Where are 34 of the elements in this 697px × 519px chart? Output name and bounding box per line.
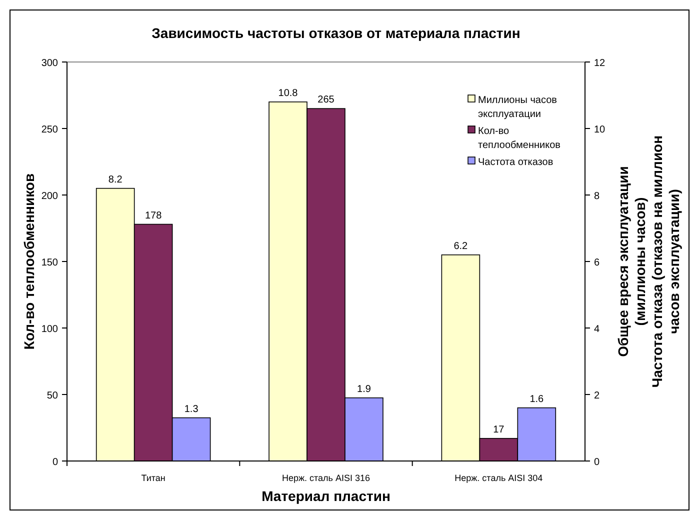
data-label: 1.3 <box>184 404 199 415</box>
legend-label: Частота отказов <box>478 157 554 168</box>
y2-tick-label: 8 <box>594 191 600 202</box>
y-tick-label: 150 <box>41 258 58 268</box>
data-label: 10.8 <box>278 88 298 99</box>
legend-label: Кол-во теплообменников <box>478 126 560 151</box>
y-tick-label: 300 <box>41 58 58 69</box>
data-label: 8.2 <box>108 174 123 186</box>
y2-tick-label: 12 <box>594 58 606 69</box>
data-label: 1.9 <box>357 384 372 395</box>
data-label: 17 <box>493 424 505 436</box>
data-label: 265 <box>318 94 335 106</box>
data-label: 1.6 <box>530 394 544 405</box>
chart-title: Зависимость частоты отказов от материала пластин <box>152 25 520 41</box>
x-axis-title: Материал пластин <box>262 488 390 504</box>
y2-tick-label: 10 <box>594 124 606 136</box>
y2-tick-label: 0 <box>594 457 600 468</box>
data-label: 178 <box>144 210 162 222</box>
y-tick-label: 200 <box>41 191 58 202</box>
data-label: 6.2 <box>454 240 468 252</box>
y-tick-label: 0 <box>52 457 58 468</box>
y-axis-title: Кол-во теплообменников <box>21 173 37 350</box>
y2-tick-label: 4 <box>594 324 600 335</box>
text: Частота отказа (отказов на миллион часов эксплуатации) <box>649 135 682 388</box>
y-tick-label: 250 <box>41 124 58 136</box>
legend-label: Миллионы часов эксплуатации <box>478 95 557 120</box>
y-tick-label: 50 <box>46 390 58 402</box>
y2-tick-label: 2 <box>594 390 600 402</box>
y-tick-label: 100 <box>41 324 58 335</box>
y2-axis-title: Общее вреся эксплуатации (миллионы часов) <box>615 166 648 357</box>
x-tick-label: Нерж. сталь AISI 316 <box>282 473 370 483</box>
x-tick-label: Титан <box>141 473 166 483</box>
y2-tick-label: 6 <box>594 258 600 268</box>
x-tick-label: Нерж. сталь AISI 304 <box>454 473 543 483</box>
